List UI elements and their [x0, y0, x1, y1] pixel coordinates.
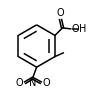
Text: O: O: [16, 78, 23, 88]
Text: O: O: [57, 8, 64, 18]
Text: N: N: [29, 78, 37, 88]
Text: O: O: [42, 78, 50, 88]
Text: O: O: [71, 24, 79, 34]
Text: H: H: [79, 24, 86, 34]
